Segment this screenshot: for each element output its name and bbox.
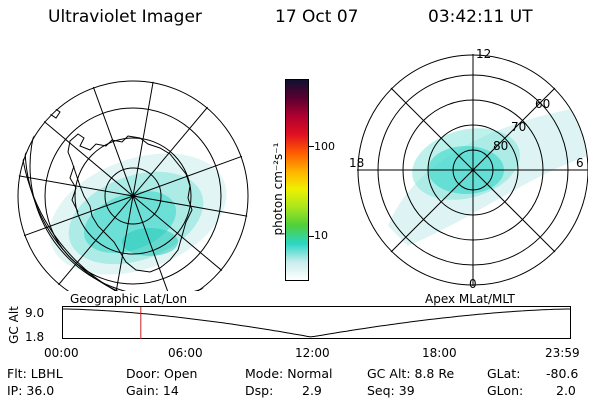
mlt-label-6: 6 bbox=[576, 156, 584, 170]
mlat-label-60: 60 bbox=[535, 97, 551, 111]
outer-latitude-arc bbox=[29, 80, 249, 291]
colorbar-tick-label-10: 10 bbox=[314, 229, 328, 242]
colorbar-tick-10 bbox=[308, 236, 314, 237]
magnetic-map-caption: Apex MLat/MLT bbox=[425, 292, 515, 306]
observation-date: 17 Oct 07 bbox=[275, 7, 359, 27]
time-tick-18: 18:00 bbox=[422, 346, 457, 360]
mlat-label-80: 80 bbox=[493, 139, 509, 153]
dsp-value: 2.9 bbox=[302, 383, 322, 398]
mlt-label-0: 0 bbox=[469, 277, 477, 291]
altitude-tick-9: 9.0 bbox=[25, 306, 45, 320]
time-tick-12: 12:00 bbox=[295, 346, 330, 360]
sequence-number: Seq: 39 bbox=[367, 383, 415, 398]
dsp-label: Dsp: bbox=[245, 383, 274, 398]
mlt-line bbox=[390, 87, 556, 253]
altitude-plot bbox=[62, 306, 571, 339]
instrument-title: Ultraviolet Imager bbox=[48, 7, 202, 27]
latitude-circle bbox=[74, 137, 192, 255]
mlt-label-12: 12 bbox=[476, 47, 492, 61]
filter-value: Flt: LBHL bbox=[7, 366, 63, 381]
time-tick-2359: 23:59 bbox=[545, 346, 580, 360]
glat-value: -80.6 bbox=[546, 366, 579, 381]
glon-label: GLon: bbox=[487, 383, 524, 398]
colorbar-unit-label: photon cm⁻²s⁻¹ bbox=[271, 142, 285, 236]
altitude-axis-title: GC Alt bbox=[7, 306, 21, 344]
glon-value: 2.0 bbox=[556, 383, 576, 398]
map-boundary bbox=[17, 80, 249, 291]
colorbar-tick-label-100: 100 bbox=[314, 140, 335, 153]
latitude-circle bbox=[104, 167, 162, 225]
intensity-colorbar bbox=[285, 79, 309, 281]
glat-label: GLat: bbox=[487, 366, 521, 381]
geographic-map bbox=[17, 80, 249, 291]
altitude-tick-1-8: 1.8 bbox=[25, 330, 45, 344]
mlat-mlt-grid bbox=[357, 54, 588, 286]
time-tick-06: 06:00 bbox=[168, 346, 203, 360]
observation-time: 03:42:11 UT bbox=[428, 7, 533, 27]
time-tick-00: 00:00 bbox=[44, 346, 79, 360]
colorbar-gradient bbox=[286, 80, 308, 280]
door-status: Door: Open bbox=[126, 366, 198, 381]
gain-value: Gain: 14 bbox=[126, 383, 179, 398]
mlat-label-70: 70 bbox=[511, 120, 527, 134]
latitude-circle bbox=[44, 107, 222, 285]
geographic-grid bbox=[17, 80, 249, 291]
geographic-map-caption: Geographic Lat/Lon bbox=[70, 292, 188, 306]
mode-value: Mode: Normal bbox=[245, 366, 333, 381]
mlt-label-18: 18 bbox=[349, 156, 365, 170]
gc-altitude: GC Alt: 8.8 Re bbox=[367, 366, 455, 381]
ip-value: IP: 36.0 bbox=[7, 383, 55, 398]
colorbar-tick-100 bbox=[308, 146, 314, 147]
magnetic-polar-plot bbox=[357, 54, 588, 286]
orbit-altitude-curve bbox=[62, 308, 571, 338]
